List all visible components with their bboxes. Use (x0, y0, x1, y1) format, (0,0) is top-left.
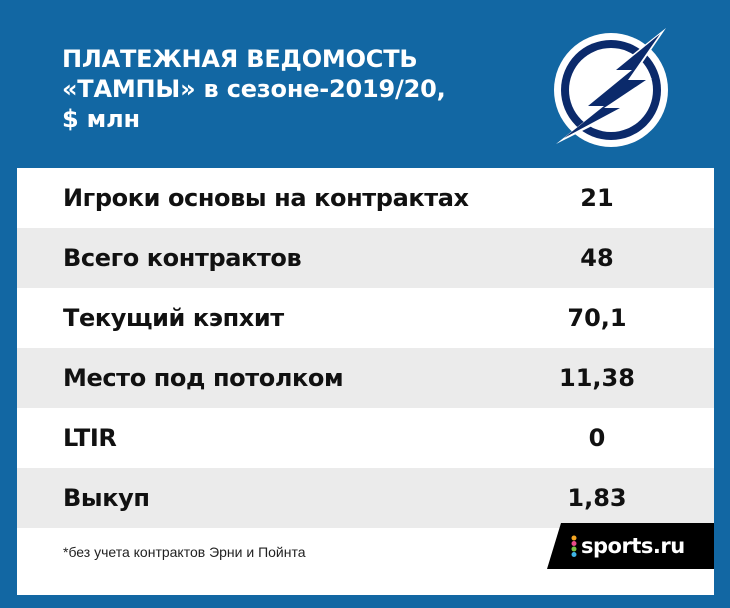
row-label: Всего контрактов (63, 244, 302, 272)
table-row: Всего контрактов 48 (17, 228, 714, 288)
row-label: Место под потолком (63, 364, 344, 392)
payroll-table: Игроки основы на контрактах 21 Всего кон… (17, 168, 714, 595)
sports-ru-logo[interactable]: sports.ru (547, 523, 714, 569)
brand-dots-icon (571, 535, 577, 557)
row-value: 0 (588, 424, 606, 452)
row-value: 21 (580, 184, 614, 212)
row-value: 11,38 (559, 364, 635, 392)
table-row: Место под потолком 11,38 (17, 348, 714, 408)
row-value: 70,1 (567, 304, 627, 332)
table-row: LTIR 0 (17, 408, 714, 468)
table-row: Выкуп 1,83 (17, 468, 714, 528)
row-label: Выкуп (63, 484, 150, 512)
title-line-3: $ млн (62, 105, 140, 133)
row-label: Игроки основы на контрактах (63, 184, 469, 212)
table-row: Текущий кэпхит 70,1 (17, 288, 714, 348)
title-line-1: ПЛАТЕЖНАЯ ВЕДОМОСТЬ (62, 45, 418, 73)
row-label: LTIR (63, 424, 117, 452)
lightning-logo-icon (554, 28, 668, 147)
infographic-title: ПЛАТЕЖНАЯ ВЕДОМОСТЬ «ТАМПЫ» в сезоне-201… (62, 44, 532, 134)
brand-text: sports.ru (581, 534, 685, 558)
table-row: Игроки основы на контрактах 21 (17, 168, 714, 228)
row-value: 1,83 (567, 484, 627, 512)
tampa-bay-lightning-logo (548, 26, 678, 148)
row-label: Текущий кэпхит (63, 304, 284, 332)
row-value: 48 (580, 244, 614, 272)
footnote: *без учета контрактов Эрни и Пойнта (63, 544, 306, 560)
title-line-2: «ТАМПЫ» в сезоне-2019/20, (62, 75, 446, 103)
